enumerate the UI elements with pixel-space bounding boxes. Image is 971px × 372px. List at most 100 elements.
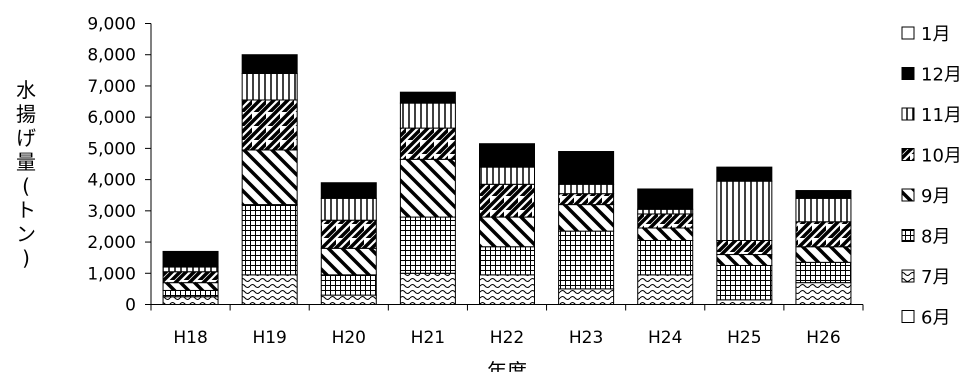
y-axis-label-char: 水	[16, 78, 36, 102]
x-tick-label: H23	[569, 328, 603, 348]
legend-swatch	[901, 67, 915, 80]
bar-segment	[558, 183, 615, 195]
bar-segment	[399, 216, 456, 274]
y-tick-label: 5,000	[87, 139, 136, 159]
y-axis-label-char: ン	[16, 222, 36, 246]
bar-segment	[716, 180, 773, 241]
bar-segment	[558, 288, 615, 305]
legend-label: 8月	[921, 227, 950, 248]
legend-label: 11月	[921, 105, 962, 126]
bar-segment	[399, 272, 456, 305]
bar-segment	[162, 271, 219, 284]
y-tick-label: 8,000	[87, 46, 136, 66]
bar-segment	[558, 230, 615, 290]
y-tick-label: 4,000	[87, 171, 136, 191]
x-tick-label: H21	[411, 328, 445, 348]
bar-segment	[637, 227, 694, 241]
bar-segment	[637, 208, 694, 215]
bar-segment	[162, 250, 219, 268]
bar-segment	[320, 274, 377, 296]
bar-segment	[399, 102, 456, 129]
y-axis-label-char: ト	[16, 198, 36, 222]
y-tick-label: 9,000	[87, 15, 136, 35]
x-tick-label: H25	[727, 328, 761, 348]
y-axis-label-char: 揚	[16, 102, 36, 126]
legend-label: 7月	[921, 267, 950, 288]
legend-label: 6月	[921, 308, 950, 329]
y-axis-label-char: 量	[16, 150, 36, 174]
legend-label: 1月	[921, 24, 950, 45]
y-tick-label: 7,000	[87, 77, 136, 97]
bar-segment	[479, 183, 535, 218]
bar-segment	[241, 149, 298, 206]
bar-segment	[795, 190, 852, 199]
bar-segment	[479, 216, 535, 248]
bar-segment	[162, 296, 219, 306]
y-tick-label: 6,000	[87, 108, 136, 128]
bar-segment	[162, 289, 219, 298]
bar-segment	[637, 274, 694, 306]
bar-segment	[558, 151, 615, 185]
y-tick-label: 2,000	[87, 233, 136, 253]
bar-segment	[637, 239, 694, 276]
bar-segment	[320, 197, 377, 221]
bar-segment	[399, 91, 456, 104]
bar-segment	[795, 282, 852, 305]
bar-segment	[795, 261, 852, 284]
bar-segment	[558, 204, 615, 232]
bar-segment	[479, 166, 535, 185]
legend-swatch	[901, 107, 915, 121]
x-tick-label: H19	[252, 328, 286, 348]
y-axis-label-char: )	[22, 246, 30, 270]
legend-label: 10月	[921, 146, 962, 167]
legend-swatch	[901, 229, 915, 242]
bar-segment	[637, 213, 694, 229]
bar-segment	[399, 158, 456, 218]
x-tick-label: H20	[332, 328, 366, 348]
bar-segment	[795, 197, 852, 223]
legend-swatch	[901, 310, 915, 323]
legend-label: 9月	[921, 186, 950, 207]
legend-swatch	[901, 26, 915, 40]
bar-segment	[716, 299, 773, 306]
y-axis-label-char: げ	[16, 126, 36, 150]
bar-segment	[716, 239, 773, 256]
y-tick-label: 0	[125, 296, 136, 316]
bar-segment	[716, 264, 773, 301]
bar-segment	[241, 204, 298, 276]
bar-segment	[320, 294, 377, 305]
bar-segment	[162, 282, 219, 291]
bar-segment	[241, 99, 298, 151]
bar-segment	[399, 127, 456, 160]
bar-segment	[479, 246, 535, 276]
y-axis-label: 水揚げ量(トン)	[14, 78, 38, 270]
x-tick-label: H26	[806, 328, 840, 348]
bar-segment	[479, 274, 535, 306]
bar-segment	[795, 221, 852, 248]
bar-segment	[241, 274, 298, 306]
bar-segment	[716, 254, 773, 266]
bar-segment	[241, 72, 298, 101]
bar-segment	[558, 193, 615, 206]
legend-swatch	[901, 148, 915, 161]
bar-segment	[637, 188, 694, 210]
x-axis-title: 年度	[487, 359, 527, 372]
x-tick-label: H24	[648, 328, 682, 348]
y-tick-label: 1,000	[87, 264, 136, 284]
legend-swatch	[901, 188, 915, 202]
bar-segment	[241, 54, 298, 74]
legend-swatch	[901, 269, 915, 283]
bar-segment	[320, 247, 377, 276]
bar-segment	[320, 219, 377, 249]
y-axis-label-char: (	[22, 174, 30, 198]
y-tick-label: 3,000	[87, 202, 136, 222]
bar-segment	[795, 246, 852, 263]
legend-label: 12月	[921, 65, 962, 86]
bar-segment	[162, 266, 219, 273]
bar-segment	[479, 143, 535, 168]
x-tick-label: H22	[490, 328, 524, 348]
bar-segment	[320, 182, 377, 199]
bar-segment	[716, 166, 773, 182]
x-tick-label: H18	[173, 328, 207, 348]
